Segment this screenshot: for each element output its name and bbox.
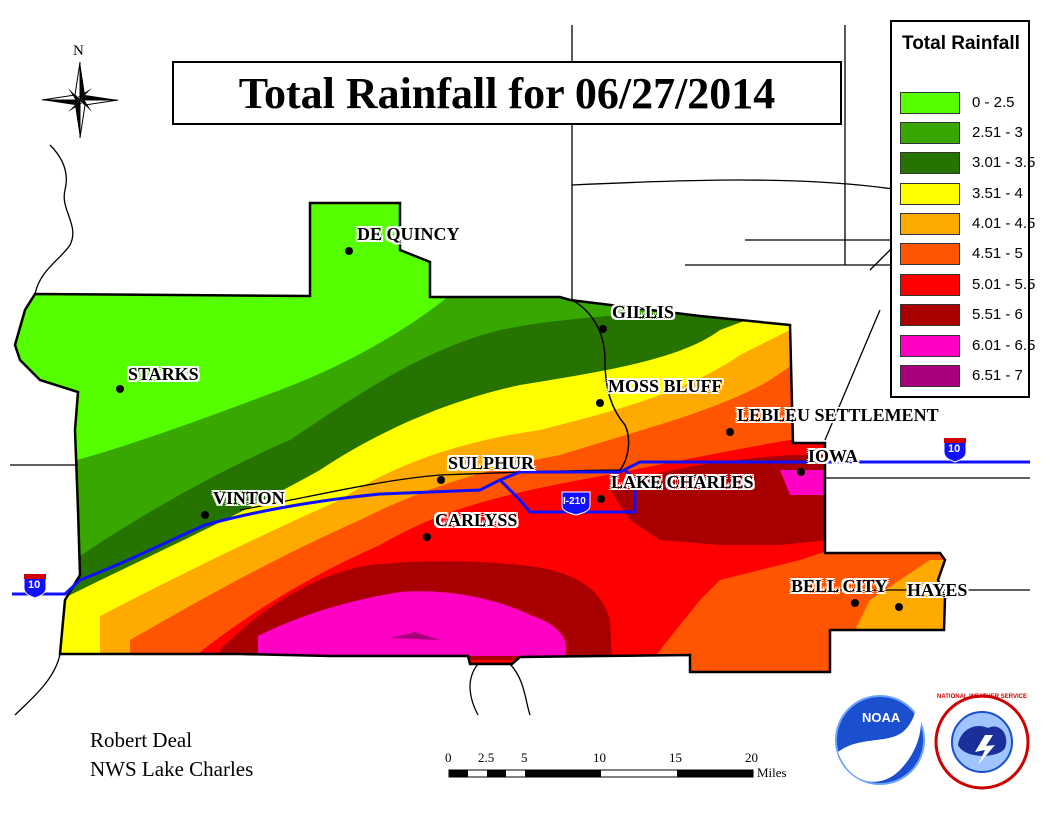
legend-item: 2.51 - 3 bbox=[900, 122, 1026, 144]
legend-swatch bbox=[900, 243, 960, 265]
legend-swatch bbox=[900, 274, 960, 296]
legend-label: 2.51 - 3 bbox=[972, 124, 1023, 141]
i210-shield bbox=[561, 491, 591, 516]
north-arrow-icon bbox=[41, 61, 119, 139]
map-title: Total Rainfall for 06/27/2014 bbox=[238, 68, 776, 118]
city-label-lebleu-settlement: LEBLEU SETTLEMENT bbox=[737, 405, 939, 425]
band-5.51-6-east bbox=[610, 455, 830, 545]
city-label-de-quincy: DE QUINCY bbox=[357, 224, 460, 244]
legend-swatch bbox=[900, 183, 960, 205]
band-6.01-6.5-iowa bbox=[780, 470, 825, 495]
city-label-moss-bluff: MOSS BLUFF bbox=[608, 376, 723, 396]
legend-swatch bbox=[900, 365, 960, 387]
scale-tick-label: 5 bbox=[521, 750, 528, 765]
city-label-lake-charles: LAKE CHARLES bbox=[611, 472, 754, 492]
scale-tick-label: 20 bbox=[745, 750, 758, 765]
river-line bbox=[571, 299, 630, 471]
map-title-box: Total Rainfall for 06/27/2014 bbox=[172, 61, 842, 125]
scale-tick-label: 15 bbox=[669, 750, 682, 765]
i10-shield-west bbox=[23, 573, 47, 599]
legend-item: 3.51 - 4 bbox=[900, 183, 1026, 205]
i10-label-west: 10 bbox=[28, 579, 41, 591]
legend-label: 6.51 - 7 bbox=[972, 367, 1023, 384]
credit-author: Robert Deal bbox=[90, 728, 193, 752]
legend-item: 4.01 - 4.5 bbox=[900, 213, 1035, 235]
legend-swatch bbox=[900, 304, 960, 326]
legend-item: 0 - 2.5 bbox=[900, 92, 1026, 114]
legend-item: 6.51 - 7 bbox=[900, 365, 1026, 387]
city-label-sulphur: SULPHUR bbox=[448, 453, 535, 473]
city-label-starks: STARKS bbox=[128, 364, 199, 384]
legend-item: 5.51 - 6 bbox=[900, 304, 1026, 326]
city-label-bell-city: BELL CITY bbox=[791, 576, 888, 596]
legend-label: 3.01 - 3.5 bbox=[972, 154, 1036, 171]
city-label-carlyss: CARLYSS bbox=[435, 510, 518, 530]
scale-tick-label: 0 bbox=[445, 750, 452, 765]
noaa-logo-text: NOAA bbox=[862, 710, 901, 725]
i10-shield-east bbox=[943, 437, 967, 463]
legend-label: 4.51 - 5 bbox=[972, 245, 1023, 262]
scale-bar bbox=[448, 769, 754, 778]
city-label-vinton: VINTON bbox=[213, 488, 285, 508]
legend-item: 3.01 - 3.5 bbox=[900, 152, 1035, 174]
legend-title: Total Rainfall bbox=[902, 33, 1020, 54]
legend-swatch bbox=[900, 213, 960, 235]
legend-item: 6.01 - 6.5 bbox=[900, 335, 1035, 357]
city-label-gillis: GILLIS bbox=[612, 302, 675, 322]
legend-swatch bbox=[900, 152, 960, 174]
legend-swatch bbox=[900, 335, 960, 357]
i10-label-east: 10 bbox=[948, 443, 961, 455]
nws-logo-text: NATIONAL WEATHER SERVICE bbox=[937, 694, 1027, 700]
city-label-hayes: HAYES bbox=[907, 580, 968, 600]
nws-logo bbox=[934, 694, 1030, 790]
legend-label: 5.51 - 6 bbox=[972, 306, 1023, 323]
north-label: N bbox=[73, 43, 84, 59]
city-dots bbox=[116, 247, 903, 611]
legend-item: 4.51 - 5 bbox=[900, 243, 1026, 265]
band-6.51-7 bbox=[390, 632, 440, 640]
i210-label: I-210 bbox=[563, 496, 586, 507]
scale-tick-label: 10 bbox=[593, 750, 606, 765]
band-6.01-6.5 bbox=[258, 591, 567, 656]
legend-label: 0 - 2.5 bbox=[972, 94, 1015, 111]
legend-label: 3.51 - 4 bbox=[972, 185, 1023, 202]
interstate-routes bbox=[12, 460, 1030, 596]
scale-unit-label: Miles bbox=[757, 765, 787, 780]
legend-label: 5.01 - 5.5 bbox=[972, 276, 1036, 293]
scale-tick-label: 2.5 bbox=[478, 750, 495, 765]
credit-office: NWS Lake Charles bbox=[90, 757, 254, 781]
city-label-iowa: IOWA bbox=[808, 446, 859, 466]
noaa-logo bbox=[835, 695, 925, 785]
parish-boundary bbox=[13, 201, 947, 674]
legend-label: 4.01 - 4.5 bbox=[972, 215, 1036, 232]
county-lines bbox=[10, 25, 1030, 716]
legend-swatch bbox=[900, 122, 960, 144]
legend-item: 5.01 - 5.5 bbox=[900, 274, 1035, 296]
legend-swatch bbox=[900, 92, 960, 114]
legend-label: 6.01 - 6.5 bbox=[972, 337, 1036, 354]
legend: Total Rainfall 0 - 2.5 2.51 - 3 3.01 - 3… bbox=[890, 20, 1035, 398]
